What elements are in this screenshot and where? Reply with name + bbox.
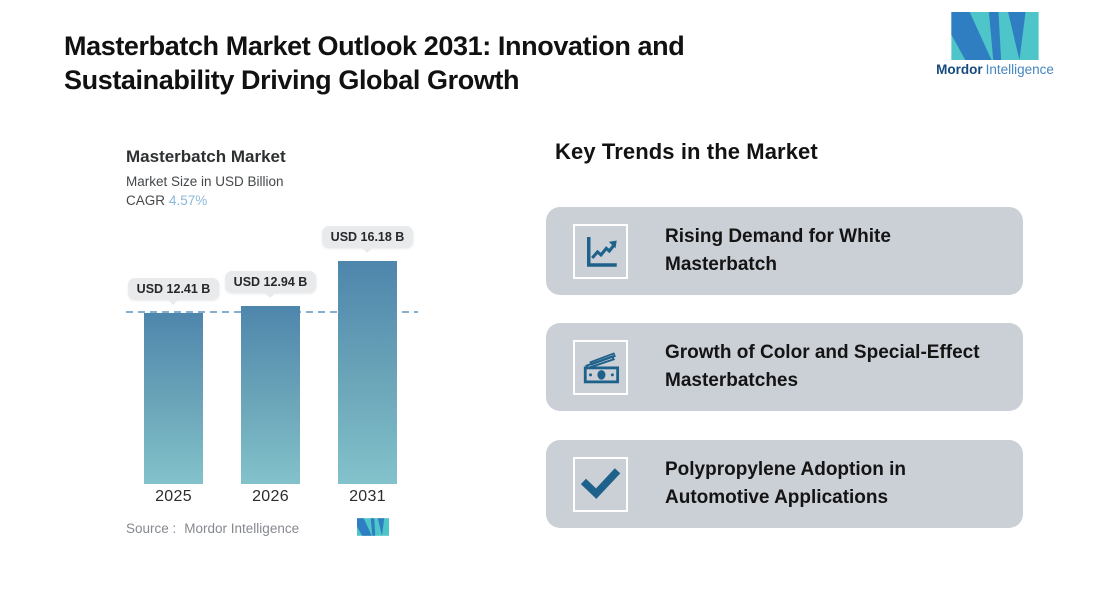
mordor-intelligence-logo-icon — [951, 12, 1039, 60]
line-chart-icon — [573, 223, 628, 279]
brand-name-bold: Mordor — [936, 62, 983, 77]
bar-2031 — [338, 261, 397, 484]
bar-2025 — [144, 313, 203, 484]
source-label: Source : — [126, 521, 177, 536]
brand-name: Mordor Intelligence — [925, 62, 1065, 77]
trend-card-text: Growth of Color and Special-Effect Maste… — [665, 342, 980, 391]
value-label-2026: USD 12.94 B — [224, 271, 317, 298]
chart-title: Masterbatch Market — [126, 147, 286, 166]
value-label-2025: USD 12.41 B — [127, 278, 220, 305]
mordor-intelligence-mini-logo-icon — [357, 518, 389, 536]
axis-label-2031: 2031 — [349, 488, 386, 505]
brand-logo: Mordor Intelligence — [925, 12, 1065, 77]
trend-card-white-masterbatch: Rising Demand for White Masterbatch — [546, 207, 1023, 295]
cagr-value: 4.57% — [169, 193, 208, 208]
brand-name-light: Intelligence — [985, 62, 1054, 77]
bar-2026 — [241, 306, 300, 484]
bar-chart-plot: USD 12.41 B 2025 USD 12.94 B 2026 USD 16.18 … — [126, 226, 418, 505]
checkmark-icon — [573, 456, 628, 512]
chart-subtitle: Market Size in USD Billion — [126, 174, 284, 189]
trend-card-text: Rising Demand for White Masterbatch — [665, 226, 891, 275]
trends-heading: Key Trends in the Market — [555, 139, 818, 164]
page-title: Masterbatch Market Outlook 2031: Innovat… — [64, 31, 685, 96]
axis-label-2026: 2026 — [252, 488, 289, 505]
chart-header: Masterbatch Market Market Size in USD Bi… — [126, 147, 286, 208]
trend-card-polypropylene: Polypropylene Adoption in Automotive App… — [546, 440, 1023, 528]
source-value: Mordor Intelligence — [184, 521, 300, 536]
chart-source: Source : Mordor Intelligence — [126, 521, 299, 536]
trend-card-color-masterbatches: Growth of Color and Special-Effect Maste… — [546, 323, 1023, 411]
chart-cagr: CAGR 4.57% — [126, 193, 286, 208]
value-label-2031: USD 16.18 B — [321, 226, 414, 253]
axis-label-2025: 2025 — [155, 488, 192, 505]
cagr-label: CAGR — [126, 193, 166, 208]
trend-card-text: Polypropylene Adoption in Automotive App… — [665, 459, 907, 508]
money-icon — [573, 339, 628, 395]
